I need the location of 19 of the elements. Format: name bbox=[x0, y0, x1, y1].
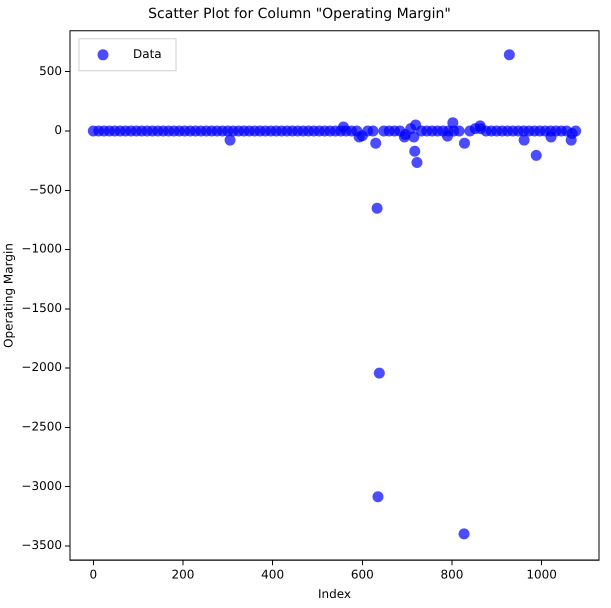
x-tick-label: 600 bbox=[350, 568, 374, 582]
y-tick-label: −2000 bbox=[21, 360, 62, 374]
y-tick-label: −2500 bbox=[21, 420, 62, 434]
y-tick-label: −3500 bbox=[21, 538, 62, 552]
chart-title: Scatter Plot for Column "Operating Margin" bbox=[148, 6, 451, 22]
x-tick-label: 400 bbox=[261, 568, 284, 582]
y-tick-label: −1500 bbox=[21, 300, 62, 315]
y-tick-label: 500 bbox=[39, 64, 62, 78]
y-tick-label: −500 bbox=[29, 182, 62, 196]
y-axis-title: Operating Margin bbox=[1, 243, 16, 348]
y-tick-label: −1000 bbox=[21, 242, 62, 256]
x-tick-label: 1000 bbox=[526, 568, 557, 582]
x-tick-label: 800 bbox=[440, 568, 464, 582]
y-tick-label: −3000 bbox=[21, 478, 62, 493]
x-axis-title: Index bbox=[318, 586, 352, 601]
y-tick-label: 0 bbox=[54, 123, 62, 138]
x-tick-label: 200 bbox=[172, 568, 194, 582]
legend-label: Data bbox=[132, 46, 162, 61]
x-tick-label: 0 bbox=[89, 568, 98, 582]
